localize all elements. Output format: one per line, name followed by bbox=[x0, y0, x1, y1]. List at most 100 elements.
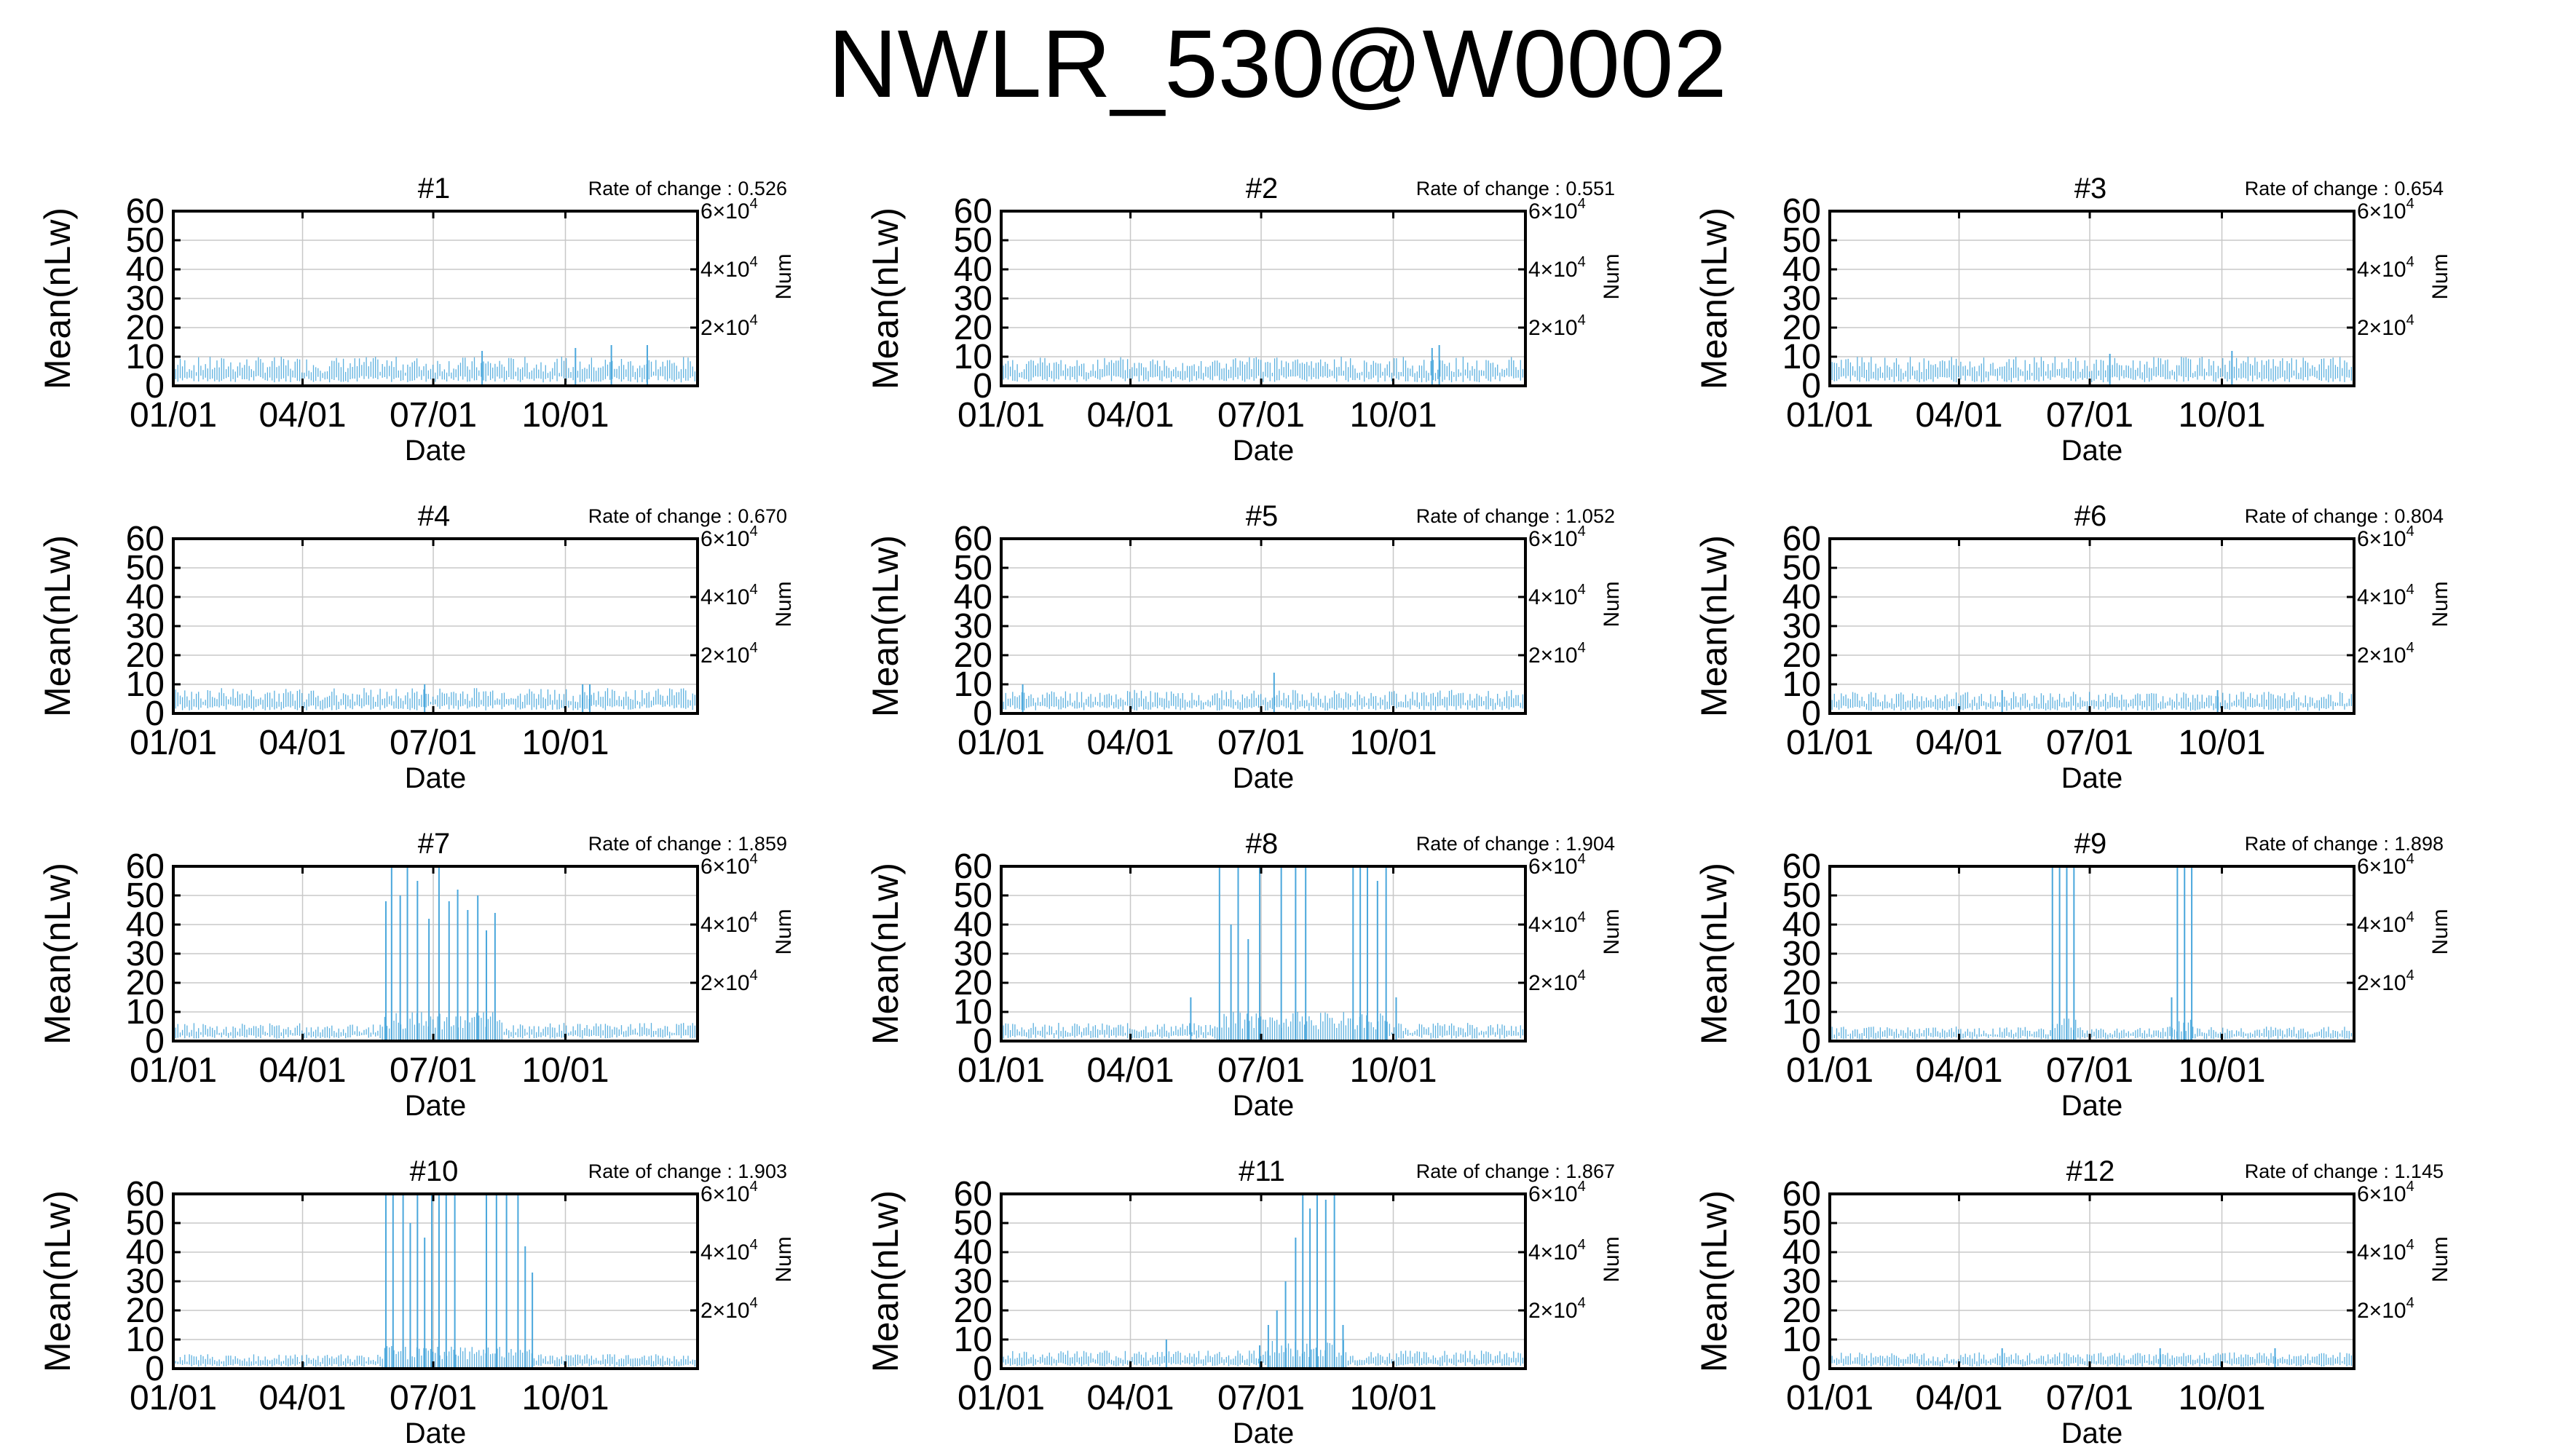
y2-tick-label: 2×104 bbox=[2357, 968, 2414, 995]
y-tick-label: 40 bbox=[126, 906, 165, 944]
y-tick-label: 60 bbox=[1782, 192, 1821, 231]
y-tick-label: 50 bbox=[126, 549, 165, 587]
subplot-title: #8 bbox=[1246, 828, 1279, 860]
y2-tick-exponent: 4 bbox=[2406, 640, 2414, 656]
subplot-title: #3 bbox=[2074, 173, 2107, 205]
y2-tick-label: 2×104 bbox=[1528, 312, 1586, 340]
x-axis-label: Date bbox=[405, 1417, 467, 1449]
x-tick-label: 04/01 bbox=[1915, 1379, 2002, 1417]
y2-tick-label: 4×104 bbox=[700, 582, 758, 609]
rate-of-change-label: Rate of change : 1.052 bbox=[1416, 505, 1615, 527]
y-axis-label: Mean(nLw) bbox=[865, 1190, 906, 1372]
x-tick-label: 04/01 bbox=[258, 1379, 346, 1417]
y-tick-label: 20 bbox=[1782, 636, 1821, 675]
y2-tick-label: 6×104 bbox=[2357, 523, 2414, 551]
y2-tick-label: 6×104 bbox=[1528, 1179, 1586, 1206]
y2-tick-label: 2×104 bbox=[1528, 968, 1586, 995]
y2-tick-label: 6×104 bbox=[1528, 196, 1586, 223]
y2-tick-label: 4×104 bbox=[1528, 909, 1586, 937]
y2-tick-exponent: 4 bbox=[750, 312, 758, 328]
y2-tick-exponent: 4 bbox=[2406, 1237, 2414, 1253]
x-axis-label: Date bbox=[405, 762, 467, 794]
y-tick-label: 10 bbox=[126, 338, 165, 376]
y-tick-label: 60 bbox=[1782, 520, 1821, 558]
y-tick-label: 20 bbox=[1782, 1291, 1821, 1330]
y-tick-label: 50 bbox=[954, 221, 992, 260]
y-tick-label: 0 bbox=[1801, 1350, 1821, 1388]
y2-axis-label: Num bbox=[772, 581, 796, 627]
x-axis-label: Date bbox=[405, 1090, 467, 1122]
x-tick-label: 01/01 bbox=[130, 1051, 217, 1090]
rate-of-change-label: Rate of change : 1.903 bbox=[588, 1160, 787, 1182]
series-baseline-bars bbox=[1829, 1018, 2355, 1041]
x-tick-label: 01/01 bbox=[957, 1051, 1045, 1090]
y2-tick-exponent: 4 bbox=[1578, 523, 1586, 539]
series-baseline-bars bbox=[1829, 692, 2355, 711]
y2-tick-exponent: 4 bbox=[1578, 851, 1586, 867]
y-axis-label: Mean(nLw) bbox=[1694, 207, 1734, 389]
y2-axis-label: Num bbox=[2428, 909, 2452, 954]
x-tick-label: 07/01 bbox=[1217, 396, 1305, 435]
y-tick-label: 50 bbox=[954, 877, 992, 915]
x-tick-label: 07/01 bbox=[390, 396, 477, 435]
y-tick-label: 10 bbox=[126, 993, 165, 1032]
y2-axis-label: Num bbox=[1600, 909, 1624, 954]
y2-tick-exponent: 4 bbox=[1578, 312, 1586, 328]
y-axis-label: Mean(nLw) bbox=[865, 207, 906, 389]
y-tick-label: 10 bbox=[1782, 665, 1821, 704]
y-tick-label: 40 bbox=[1782, 578, 1821, 617]
y2-tick-exponent: 4 bbox=[750, 1237, 758, 1253]
x-tick-label: 07/01 bbox=[390, 1379, 477, 1417]
y2-tick-exponent: 4 bbox=[750, 909, 758, 925]
y2-tick-label: 6×104 bbox=[700, 1179, 758, 1206]
y2-tick-exponent: 4 bbox=[2406, 523, 2414, 539]
y2-tick-exponent: 4 bbox=[1578, 1295, 1586, 1311]
subplot-title: #9 bbox=[2074, 828, 2107, 860]
x-tick-label: 04/01 bbox=[258, 1051, 346, 1090]
rate-of-change-label: Rate of change : 1.859 bbox=[588, 833, 787, 855]
y2-axis-label: Num bbox=[772, 253, 796, 299]
y-tick-label: 20 bbox=[954, 636, 992, 675]
y2-tick-label: 4×104 bbox=[1528, 254, 1586, 282]
y2-tick-label: 2×104 bbox=[700, 312, 758, 340]
y-tick-label: 40 bbox=[1782, 250, 1821, 289]
y-tick-label: 30 bbox=[954, 607, 992, 646]
x-tick-label: 04/01 bbox=[258, 724, 346, 762]
y2-tick-label: 4×104 bbox=[700, 254, 758, 282]
rate-of-change-label: Rate of change : 0.670 bbox=[588, 505, 787, 527]
y-tick-label: 10 bbox=[954, 665, 992, 704]
y-tick-label: 20 bbox=[126, 636, 165, 675]
y2-axis-label: Num bbox=[772, 909, 796, 954]
x-tick-label: 04/01 bbox=[1086, 396, 1174, 435]
x-axis-label: Date bbox=[1233, 762, 1295, 794]
x-axis-label: Date bbox=[1233, 1090, 1295, 1122]
y2-axis-label: Num bbox=[2428, 581, 2452, 627]
y2-tick-exponent: 4 bbox=[750, 523, 758, 539]
y-tick-label: 40 bbox=[1782, 1233, 1821, 1272]
x-tick-label: 07/01 bbox=[2046, 396, 2133, 435]
rate-of-change-label: Rate of change : 1.898 bbox=[2245, 833, 2444, 855]
y2-tick-exponent: 4 bbox=[750, 851, 758, 867]
x-tick-label: 01/01 bbox=[957, 396, 1045, 435]
x-tick-label: 10/01 bbox=[1349, 396, 1437, 435]
x-tick-label: 01/01 bbox=[957, 724, 1045, 762]
y2-axis-label: Num bbox=[1600, 1236, 1624, 1282]
y-tick-label: 40 bbox=[954, 1233, 992, 1272]
y-tick-label: 0 bbox=[145, 695, 165, 733]
subplot-title: #1 bbox=[418, 173, 451, 205]
y-tick-label: 60 bbox=[954, 1175, 992, 1214]
y-tick-label: 50 bbox=[1782, 549, 1821, 587]
series-baseline-bars bbox=[1829, 357, 2355, 383]
y-tick-label: 40 bbox=[126, 250, 165, 289]
y-tick-label: 0 bbox=[1801, 1022, 1821, 1061]
y-tick-label: 40 bbox=[126, 578, 165, 617]
y2-tick-label: 6×104 bbox=[1528, 851, 1586, 879]
y-tick-label: 0 bbox=[973, 695, 992, 733]
